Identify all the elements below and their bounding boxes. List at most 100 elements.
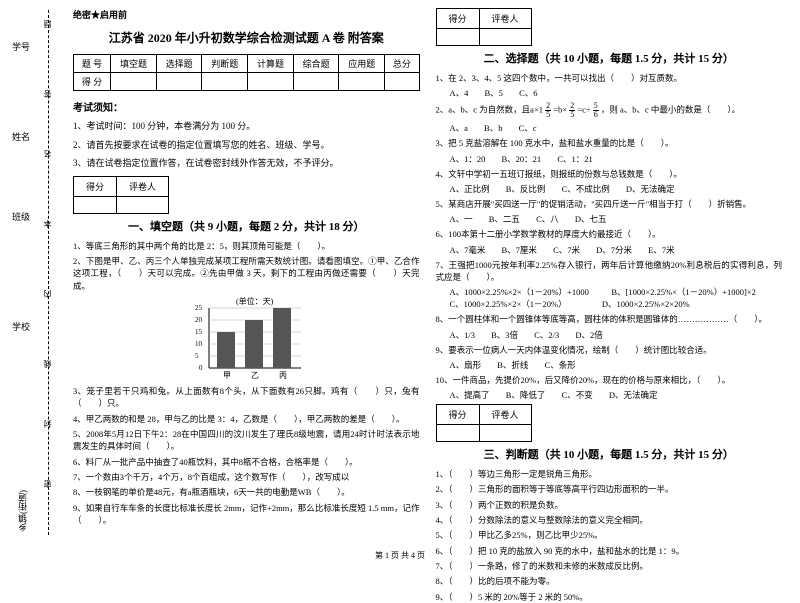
opt: B、二五 — [489, 214, 520, 224]
scorebox-grader: 评卷人 — [117, 176, 169, 196]
q2-7-opts: A、1000×2.25%×2×（1－20%）+1000 B、[1000×2.25… — [436, 286, 783, 310]
seal-mark-7: 密 — [42, 480, 53, 488]
scorebox-blank[interactable] — [479, 425, 531, 442]
scorebox-blank[interactable] — [117, 196, 169, 213]
th-calc: 计算题 — [248, 55, 294, 73]
opt: C、c — [519, 123, 537, 133]
binding-dashed-line — [48, 10, 49, 535]
seal-mark-5: 线 — [42, 360, 53, 368]
opt: D、无法确定 — [626, 184, 675, 194]
page-footer: 第 1 页 共 4 页 — [0, 550, 800, 561]
opt: B、b — [484, 123, 502, 133]
q2-3: 3、把 5 克盐溶解在 100 克水中，盐和盐水重量的比是（ ）。 — [436, 137, 783, 149]
chart-ylabel: (单位：天) — [236, 296, 274, 306]
td-blank[interactable] — [111, 73, 157, 91]
xlabel: 乙 — [251, 371, 259, 380]
opt: D、无法确定 — [609, 390, 658, 400]
opt: A、1/3 — [450, 330, 476, 340]
q1-5: 5、2008年5月12日下午2：28在中国四川的汶川发生了理氏8级地震，请用24… — [73, 428, 420, 453]
scorebox-blank[interactable] — [436, 425, 479, 442]
ytick: 5 — [195, 352, 199, 360]
q1-8: 8、一枝钢笔的单价是48元，有a瓶酒瓶块，6天一共的电勤是WB（ ）。 — [73, 486, 420, 498]
bar-jia — [217, 332, 235, 368]
q2-1: 1、在 2、3、4、5 这四个数中，一共可以找出（ ）对互质数。 — [436, 72, 783, 84]
seal-mark-3: 本 — [42, 220, 53, 228]
td-blank[interactable] — [156, 73, 202, 91]
content-area: 绝密★启用前 江苏省 2020 年小升初数学综合检测试题 A 卷 附答案 题 号… — [55, 0, 800, 545]
q2-8: 8、一个圆柱体和一个圆锥体等底等高，圆柱体的体积是圆锥体的………………（ ）。 — [436, 313, 783, 325]
section2-scorebox: 得分评卷人 — [436, 8, 532, 46]
opt: B、3倍 — [491, 330, 518, 340]
notice-1: 1、考试时间：100 分钟，本卷满分为 100 分。 — [73, 120, 420, 133]
opt: C、不变 — [562, 390, 593, 400]
opt: E、7米 — [648, 245, 674, 255]
right-column: 得分评卷人 二、选择题（共 10 小题，每题 1.5 分，共计 15 分） 1、… — [428, 8, 791, 545]
left-column: 绝密★启用前 江苏省 2020 年小升初数学综合检测试题 A 卷 附答案 题 号… — [65, 8, 428, 545]
opt: C、7米 — [553, 245, 580, 255]
q2-2: 2、a、b、c 为自然数，且a×1 25 =b× 25 =c÷ 56 ，则 a、… — [436, 102, 783, 119]
q1-3: 3、笼子里若干只鸡和兔。从上面数有8个头，从下面数有26只脚。鸡有（ ）只，兔有… — [73, 385, 420, 410]
field-school: 学校 — [12, 320, 30, 333]
section2-title: 二、选择题（共 10 小题，每题 1.5 分，共计 15 分） — [436, 50, 783, 66]
q2-4-opts: A、正比例 B、反比例 C、不成比例 D、无法确定 — [436, 183, 783, 195]
opt: D、七五 — [575, 214, 607, 224]
opt: C、2/3 — [534, 330, 559, 340]
frac2: 25 — [569, 102, 575, 119]
ytick: 15 — [195, 328, 203, 336]
opt: A、扇形 — [450, 360, 482, 370]
bar-chart: (单位：天) 25 20 15 10 5 0 — [181, 296, 311, 381]
q3-1: 1、（ ）等边三角形一定是锐角三角形。 — [436, 468, 783, 480]
td-blank[interactable] — [385, 73, 419, 91]
bar-yi — [245, 320, 263, 368]
td-blank[interactable] — [248, 73, 294, 91]
opt: A、4 — [450, 88, 469, 98]
q1-7: 7、一个数由3个千万，4个万，8个百组成，这个数写作（ ），改写成以 — [73, 471, 420, 483]
bar-chart-svg: (单位：天) 25 20 15 10 5 0 — [181, 296, 311, 381]
scorebox-score: 得分 — [436, 405, 479, 425]
scorebox-blank[interactable] — [74, 196, 117, 213]
q2-10: 10、一件商品，先提价20%，后又降价20%，现在的价格与原来相比，（ ）。 — [436, 374, 783, 386]
ytick: 25 — [195, 304, 203, 312]
q2-5-opts: A、一 B、二五 C、八 D、七五 — [436, 213, 783, 225]
opt: B、7厘米 — [502, 245, 537, 255]
notice-2: 2、请首先按要求在试卷的指定位置填写您的姓名、班级、学号。 — [73, 139, 420, 152]
opt: D、7分米 — [596, 245, 632, 255]
th-choice: 选择题 — [156, 55, 202, 73]
opt: C、条形 — [545, 360, 576, 370]
opt: A、正比例 — [450, 184, 490, 194]
q3-9: 9、（ ）5 米的 20%等于 2 米的 50%。 — [436, 591, 783, 603]
q2-9-opts: A、扇形 B、折线 C、条形 — [436, 359, 783, 371]
q2-6-opts: A、7毫米 B、7厘米 C、7米 D、7分米 E、7米 — [436, 244, 783, 256]
secret-label: 绝密★启用前 — [73, 8, 420, 21]
scorebox-score: 得分 — [74, 176, 117, 196]
q2-3-opts: A、1：20 B、20：21 C、1：21 — [436, 153, 783, 165]
th-num: 题 号 — [74, 55, 111, 73]
q2-2-mid2: =c÷ — [577, 105, 590, 115]
section1-scorebox: 得分 评卷人 — [73, 176, 169, 214]
th-fill: 填空题 — [111, 55, 157, 73]
td-blank[interactable] — [339, 73, 385, 91]
opt: A、1000×2.25%×2×（1－20%）+1000 — [450, 287, 589, 297]
q3-7: 7、（ ）一条路，修了的米数和未修的米数成反比例。 — [436, 560, 783, 572]
opt: C、1000×2.25%×2×（1－20%） — [450, 299, 563, 309]
notice-title: 考试须知： — [73, 99, 420, 114]
opt: A、提高了 — [450, 390, 490, 400]
ytick: 20 — [195, 316, 203, 324]
q1-2: 2、下图是甲、乙、丙三个人单独完成某项工程所需天数统计图。请看图填空。①甲、乙合… — [73, 255, 420, 292]
xlabel: 甲 — [223, 371, 231, 380]
binding-margin: 学号 姓名 班级 学校 乡镇(街道) 题 答 名 本 内 线 封 密 — [0, 0, 55, 545]
td-blank[interactable] — [202, 73, 248, 91]
field-town: 乡镇(街道) — [16, 490, 29, 532]
section3-scorebox: 得分评卷人 — [436, 404, 532, 442]
scorebox-score: 得分 — [436, 9, 479, 29]
opt: B、20：21 — [502, 154, 542, 164]
opt: B、反比例 — [506, 184, 546, 194]
scorebox-blank[interactable] — [436, 29, 479, 46]
table-score-row: 得 分 — [74, 73, 420, 91]
notice-3: 3、请在试卷指定位置作答，在试卷密封线外作答无效，不予评分。 — [73, 157, 420, 170]
q2-9: 9、要表示一位病人一天内体温变化情况，绘制（ ）统计图比较合适。 — [436, 344, 783, 356]
table-header-row: 题 号 填空题 选择题 判断题 计算题 综合题 应用题 总分 — [74, 55, 420, 73]
td-blank[interactable] — [293, 73, 339, 91]
field-student-id: 学号 — [12, 40, 30, 53]
scorebox-blank[interactable] — [479, 29, 531, 46]
